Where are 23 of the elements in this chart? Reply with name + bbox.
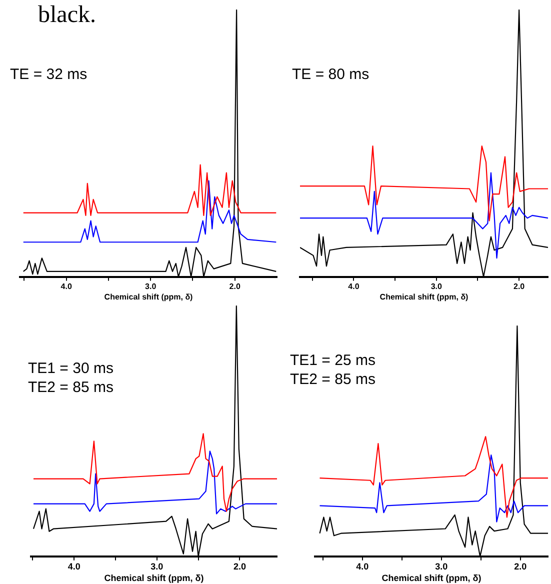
x-tick-label: 3.0: [150, 561, 164, 572]
x-tick-label: 2.0: [229, 282, 241, 291]
x-tick-label: 2.0: [514, 561, 527, 572]
x-tick-label: 3.0: [435, 561, 448, 572]
x-tick-label: 4.0: [60, 282, 72, 291]
x-tick-label: 4.0: [68, 561, 80, 572]
annotation: TE = 32 ms: [10, 66, 88, 84]
annotation: TE2 = 85 ms: [290, 371, 376, 389]
x-tick-label: 2.0: [514, 282, 526, 291]
x-tick-label: 4.0: [348, 282, 360, 291]
annotation: TE1 = 30 ms: [28, 360, 114, 378]
annotation: TE = 80 ms: [292, 66, 370, 84]
x-tick-label: 2.0: [233, 561, 246, 572]
x-axis-title: Chemical shift (ppm, δ): [380, 292, 469, 302]
chart-title: black.: [38, 1, 96, 29]
x-tick-label: 3.0: [430, 282, 443, 291]
x-tick-label: 4.0: [356, 561, 369, 572]
x-axis-title: Chemical shift (ppm, δ): [104, 573, 204, 584]
x-axis-title: Chemical shift (ppm, δ): [104, 292, 194, 302]
x-axis-title: Chemical shift (ppm, δ): [382, 573, 482, 584]
annotation: TE1 = 25 ms: [290, 352, 376, 370]
x-tick-label: 3.0: [145, 282, 157, 291]
annotation: TE2 = 85 ms: [28, 379, 114, 397]
